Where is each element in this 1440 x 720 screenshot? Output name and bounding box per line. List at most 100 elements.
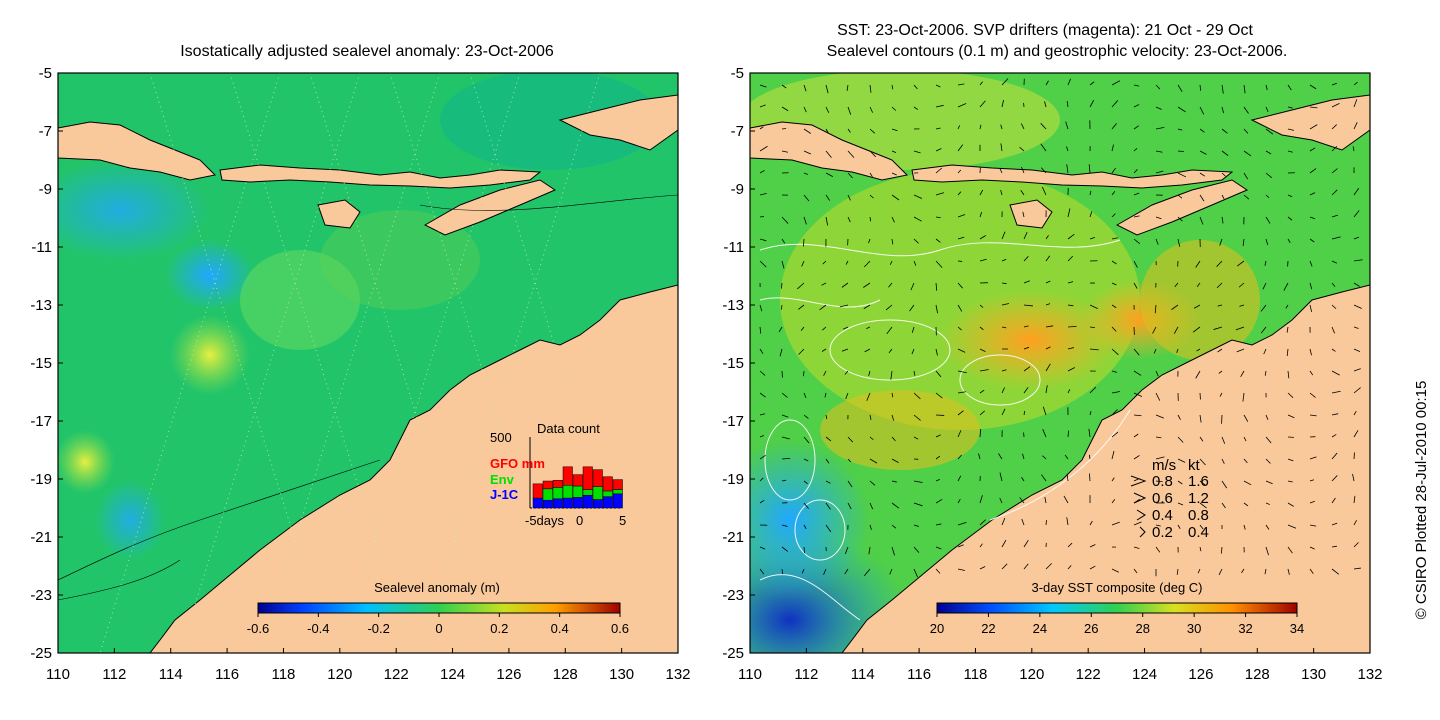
- velocity-vector: [1309, 500, 1315, 504]
- velocity-vector: [1067, 281, 1074, 284]
- inset-bar-env: [562, 485, 573, 499]
- velocity-vector: [1021, 477, 1025, 482]
- velocity-vector: [759, 435, 764, 438]
- velocity-vector: [759, 392, 766, 398]
- velocity-vector: [1192, 326, 1201, 333]
- velocity-vector: [957, 410, 964, 416]
- velocity-vector: [1111, 370, 1118, 373]
- left-x-tick: 114: [159, 666, 183, 683]
- velocity-vector: [935, 498, 943, 504]
- velocity-vector: [1177, 524, 1181, 529]
- velocity-vector: [1221, 502, 1226, 509]
- inset-bar-gfo: [552, 480, 563, 488]
- inset-xtick-2: 0: [576, 513, 583, 528]
- velocity-vector: [1001, 387, 1005, 394]
- velocity-vector: [888, 348, 893, 354]
- left-x-tick: 110: [46, 666, 70, 683]
- inset-bar-j1c: [562, 497, 573, 509]
- velocity-vector: [909, 304, 915, 312]
- velocity-vector: [1331, 497, 1336, 504]
- velocity-vector: [1353, 387, 1361, 394]
- velocity-vector: [1067, 304, 1074, 307]
- velocity-vector: [913, 370, 916, 376]
- velocity-vector: [1040, 167, 1047, 174]
- velocity-vector: [979, 519, 986, 526]
- velocity-vector: [1221, 216, 1224, 224]
- velocity-vector: [1133, 260, 1138, 268]
- velocity-vector: [1199, 458, 1206, 466]
- velocity-vector: [979, 389, 985, 394]
- right-x-tick: 118: [963, 666, 987, 683]
- velocity-vector: [825, 194, 830, 201]
- velocity-vector: [957, 169, 962, 174]
- inset-bar-env: [572, 485, 583, 498]
- velocity-vector: [825, 414, 828, 420]
- velocity-vector: [1353, 519, 1357, 526]
- velocity-vector: [1065, 121, 1069, 130]
- colorbar-tick: 32: [1238, 621, 1252, 636]
- velocity-vector: [935, 546, 942, 550]
- velocity-vector: [1265, 194, 1270, 198]
- velocity-vector: [1111, 409, 1118, 416]
- velocity-vector: [1111, 568, 1119, 573]
- velocity-vector: [957, 282, 963, 289]
- velocity-vector: [1111, 326, 1117, 332]
- velocity-vector: [1242, 238, 1245, 247]
- colorbar-tick: 20: [930, 621, 944, 636]
- colorbar-tick: 0.6: [611, 621, 629, 636]
- velocity-vector: [1331, 236, 1341, 240]
- velocity-vector: [1045, 80, 1049, 86]
- velocity-vector: [1221, 194, 1225, 200]
- left-map-area: Data count 500 GFO mm Env J-1C -5days 0 …: [58, 73, 678, 653]
- velocity-vector: [803, 502, 809, 509]
- velocity-vector: [1177, 106, 1186, 113]
- velocity-kt-value: 0.8: [1188, 507, 1209, 524]
- left-x-tick: 120: [327, 666, 352, 683]
- velocity-vector: [1243, 436, 1247, 442]
- velocity-vector: [1019, 146, 1025, 152]
- velocity-vector: [1221, 436, 1226, 444]
- right-x-tick: 110: [738, 666, 762, 683]
- velocity-vector: [1309, 147, 1316, 152]
- velocity-vector: [1111, 100, 1119, 108]
- velocity-vector: [1023, 346, 1030, 350]
- velocity-ms-value: 0.8: [1152, 473, 1173, 490]
- colorbar-tick: -0.2: [367, 621, 389, 636]
- velocity-vector: [979, 235, 986, 240]
- velocity-vector: [1089, 326, 1095, 328]
- velocity-vector: [781, 106, 789, 112]
- velocity-vector: [1066, 517, 1069, 526]
- right-y-tick: -7: [731, 123, 744, 140]
- velocity-vector: [1199, 172, 1206, 177]
- velocity-vector: [1045, 520, 1047, 526]
- velocity-vector: [891, 238, 894, 245]
- velocity-vector: [1001, 258, 1007, 262]
- velocity-vector: [1133, 125, 1139, 130]
- velocity-vector: [869, 480, 876, 486]
- velocity-vector: [1287, 524, 1297, 529]
- velocity-vector: [797, 282, 805, 290]
- velocity-vector: [847, 150, 855, 158]
- velocity-vector: [825, 216, 829, 226]
- left-y-tick: -15: [30, 355, 52, 372]
- velocity-vector: [891, 84, 894, 90]
- australia-land-right: [841, 284, 1370, 653]
- sst-colorbar-title: 3-day SST composite (deg C): [1032, 580, 1203, 595]
- velocity-vector: [1089, 565, 1096, 570]
- colorbar-tick: 22: [981, 621, 995, 636]
- velocity-vector: [1045, 363, 1051, 372]
- velocity-vector: [913, 216, 922, 222]
- velocity-vector: [957, 391, 966, 394]
- velocity-vector: [803, 436, 810, 444]
- velocity-vector: [1088, 164, 1091, 174]
- inset-bar-j1c: [532, 497, 543, 509]
- velocity-vector: [1219, 392, 1223, 397]
- inset-bar-env: [542, 488, 553, 501]
- left-y-tick: -23: [30, 587, 52, 604]
- velocity-vector: [1111, 123, 1117, 130]
- velocity-vector: [1155, 436, 1162, 439]
- velocity-vector: [863, 568, 871, 577]
- velocity-vector: [1199, 194, 1205, 202]
- velocity-vector: [781, 216, 789, 224]
